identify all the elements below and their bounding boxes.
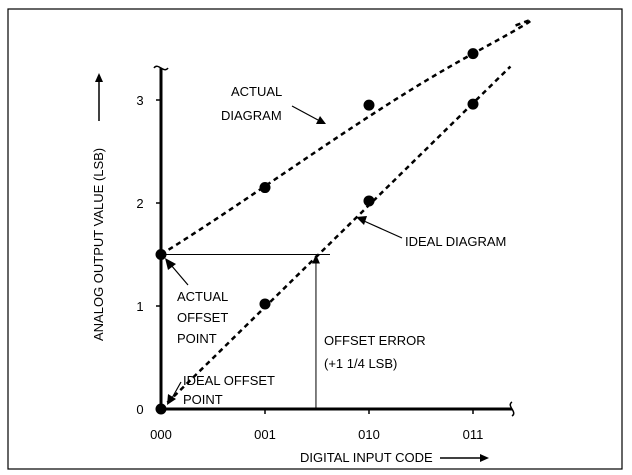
series-layer	[155, 18, 533, 415]
offset-error-arrowhead	[311, 254, 320, 264]
actual-offset-arrowhead	[165, 258, 176, 270]
y-tick-label: 0	[136, 402, 143, 417]
actual-offset-label-line-2: OFFSET	[177, 310, 228, 325]
data-point-ideal	[467, 98, 479, 110]
data-point-ideal	[363, 195, 375, 207]
actual-offset-label-line-3: POINT	[177, 331, 217, 346]
data-point-ideal	[259, 298, 271, 310]
actual-diagram-annotation: ACTUAL DIAGRAM	[221, 84, 326, 124]
y-tick-label: 2	[136, 196, 143, 211]
ideal-offset-arrowhead	[167, 394, 176, 405]
y-tick-label: 1	[136, 299, 143, 314]
data-point-actual	[363, 99, 375, 111]
ideal-diagram-arrowhead	[356, 216, 367, 225]
ideal-offset-label-line-2: POINT	[183, 392, 223, 407]
offset-error-annotation: OFFSET ERROR (+1 1/4 LSB)	[324, 333, 426, 371]
ideal-diagram-leader	[363, 220, 403, 239]
data-point-actual	[259, 182, 271, 194]
actual-offset-leader	[170, 264, 189, 286]
offset-error-label-line-2: (+1 1/4 LSB)	[324, 356, 397, 371]
actual-offset-label-line-1: ACTUAL	[177, 289, 228, 304]
ideal-diagram-annotation: IDEAL DIAGRAM	[356, 216, 506, 249]
ideal-offset-label-line-1: IDEAL OFFSET	[183, 373, 275, 388]
ideal-offset-annotation: IDEAL OFFSET POINT	[167, 373, 275, 407]
x-ticks: 000 001 010 011	[150, 409, 483, 442]
series-line-ideal-diagram	[160, 65, 512, 410]
series-line-actual-diagram	[160, 18, 533, 256]
x-tick-label: 010	[358, 427, 380, 442]
data-point-ideal	[155, 403, 167, 415]
y-axis-title: ANALOG OUTPUT VALUE (LSB)	[91, 148, 106, 341]
x-axis-break	[509, 401, 515, 417]
x-axis-title: DIGITAL INPUT CODE	[300, 450, 433, 465]
diagram-border	[7, 8, 623, 470]
data-point-actual	[467, 48, 479, 60]
actual-diagram-leader	[291, 105, 319, 121]
x-tick-label: 000	[150, 427, 172, 442]
y-tick-label: 3	[136, 93, 143, 108]
actual-diagram-label-line-1: ACTUAL	[231, 84, 282, 99]
ideal-diagram-label: IDEAL DIAGRAM	[405, 234, 506, 249]
ideal-offset-leader	[171, 381, 182, 399]
x-axis-title-arrowhead	[480, 454, 489, 462]
x-tick-label: 011	[463, 427, 484, 442]
actual-offset-annotation: ACTUAL OFFSET POINT	[165, 258, 228, 346]
offset-guides	[161, 254, 330, 409]
axes	[153, 65, 515, 417]
y-axis-break	[153, 65, 169, 71]
actual-diagram-arrowhead	[316, 116, 326, 124]
actual-diagram-label-line-2: DIAGRAM	[221, 108, 282, 123]
offset-error-label-line-1: OFFSET ERROR	[324, 333, 426, 348]
x-tick-label: 001	[254, 427, 276, 442]
y-axis-title-arrowhead	[95, 73, 103, 82]
data-point-actual	[155, 249, 167, 260]
y-ticks: 0 1 2 3	[136, 93, 161, 417]
